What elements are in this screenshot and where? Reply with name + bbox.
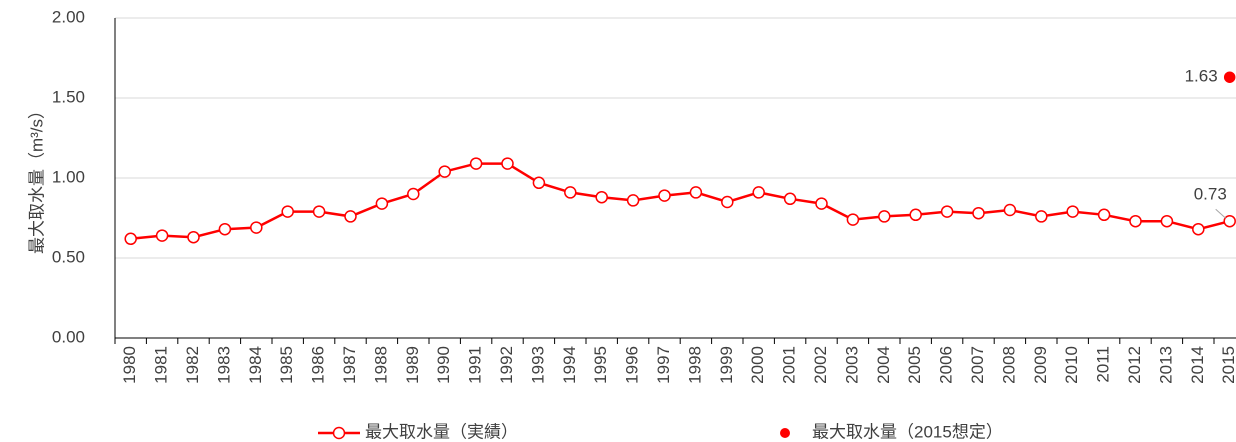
point xyxy=(721,195,734,209)
x-tick-label: 1988 xyxy=(371,346,390,384)
x-tick-label: 2003 xyxy=(842,346,861,384)
point xyxy=(1097,208,1111,222)
x-tick-label: 1994 xyxy=(560,346,579,384)
y-axis-label: 最大取水量（m³/s） xyxy=(27,102,46,254)
x-tick-label: 2009 xyxy=(1031,346,1050,384)
x-tick-label: 2013 xyxy=(1156,346,1175,384)
point xyxy=(909,208,922,222)
x-tick-label: 2008 xyxy=(999,346,1018,384)
legend-label: 最大取水量（2015想定） xyxy=(812,422,1003,441)
legend-marker xyxy=(780,428,790,438)
x-tick-label: 1989 xyxy=(403,346,422,384)
point xyxy=(155,229,169,242)
point xyxy=(595,190,608,204)
x-tick-label: 1997 xyxy=(654,346,673,384)
legend-marker xyxy=(332,426,346,440)
point xyxy=(1003,203,1017,217)
point xyxy=(1129,214,1142,228)
point xyxy=(375,197,389,210)
data-label: 1.63 xyxy=(1185,67,1218,86)
x-tick-label: 2015 xyxy=(1219,346,1236,384)
x-tick-label: 2000 xyxy=(748,346,767,384)
x-tick-label: 1993 xyxy=(528,346,547,384)
legend-label: 最大取水量（実績） xyxy=(365,422,518,441)
leader-line xyxy=(1215,208,1227,219)
x-tick-label: 2014 xyxy=(1188,346,1207,384)
y-tick-label: 1.50 xyxy=(52,87,85,106)
point xyxy=(250,221,263,234)
x-tick-label: 1981 xyxy=(152,346,171,384)
point xyxy=(187,230,200,244)
x-tick-label: 2006 xyxy=(937,346,956,384)
y-tick-label: 0.50 xyxy=(52,247,85,266)
x-tick-label: 1992 xyxy=(497,346,516,384)
point xyxy=(1223,71,1236,83)
x-tick-label: 2007 xyxy=(968,346,987,384)
point xyxy=(846,213,860,226)
point xyxy=(940,205,954,218)
x-tick-label: 1980 xyxy=(120,346,139,384)
x-tick-label: 1998 xyxy=(685,346,704,384)
y-tick-label: 1.00 xyxy=(52,167,85,186)
point xyxy=(752,186,765,199)
point xyxy=(658,189,671,202)
y-tick-label: 0.00 xyxy=(52,327,85,346)
x-tick-label: 1995 xyxy=(591,346,610,384)
point xyxy=(344,210,357,223)
point xyxy=(564,186,577,199)
point xyxy=(469,157,483,170)
point xyxy=(878,210,891,223)
point xyxy=(407,187,420,201)
point xyxy=(1160,214,1174,228)
point xyxy=(1223,214,1236,228)
series-line xyxy=(130,162,1231,241)
point xyxy=(1035,210,1048,223)
point xyxy=(532,176,546,190)
point xyxy=(1192,222,1205,236)
x-tick-label: 1982 xyxy=(183,346,202,384)
point xyxy=(783,192,797,206)
x-tick-label: 2001 xyxy=(780,346,799,384)
x-tick-label: 2010 xyxy=(1062,346,1081,384)
point xyxy=(1066,205,1079,218)
point xyxy=(312,205,326,218)
x-tick-label: 1984 xyxy=(246,346,265,384)
point xyxy=(689,186,703,199)
x-tick-label: 1996 xyxy=(623,346,642,384)
x-tick-label: 1987 xyxy=(340,346,359,384)
x-tick-label: 2011 xyxy=(1094,346,1113,383)
point xyxy=(124,232,137,246)
x-tick-label: 1991 xyxy=(466,346,485,384)
point xyxy=(626,194,640,207)
y-tick-label: 2.00 xyxy=(52,7,85,26)
x-tick-label: 1985 xyxy=(277,346,296,384)
x-tick-label: 2012 xyxy=(1125,346,1144,384)
x-tick-label: 2004 xyxy=(874,346,893,384)
x-tick-label: 1983 xyxy=(214,346,233,384)
x-tick-label: 1986 xyxy=(309,346,328,384)
point xyxy=(218,222,232,236)
x-tick-label: 2005 xyxy=(905,346,924,384)
data-label: 0.73 xyxy=(1194,185,1227,204)
x-tick-label: 1999 xyxy=(717,346,736,384)
point xyxy=(972,206,985,220)
x-tick-label: 2002 xyxy=(811,346,830,384)
point xyxy=(281,205,294,218)
x-tick-label: 1990 xyxy=(434,346,453,384)
point xyxy=(501,157,514,170)
point xyxy=(438,165,451,178)
point xyxy=(815,197,828,210)
